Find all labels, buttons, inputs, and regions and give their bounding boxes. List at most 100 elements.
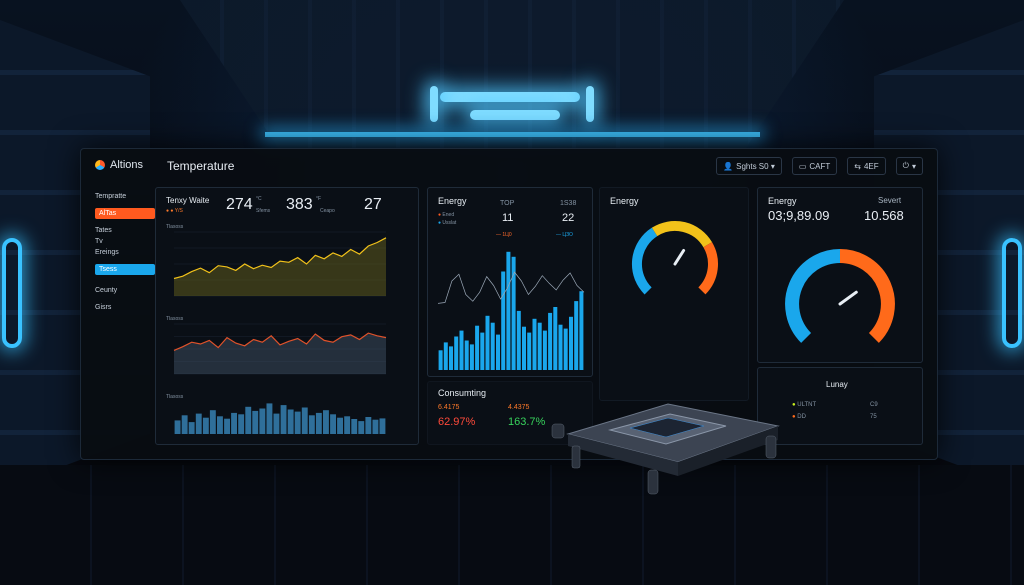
energy-legend-2: ● Usslat [438,220,457,226]
bar [480,332,485,370]
bar [308,415,315,434]
bar [209,410,216,434]
stat-383: 383 [286,196,313,213]
energy-bar-chart [437,251,585,370]
energy-col2-sub: — ЦЗО [556,232,573,238]
gauge2-value-2: 10.568 [864,208,904,223]
temp-card-title: Tenxy Waite [166,196,210,205]
bar [553,307,558,370]
bar [506,251,511,370]
bar [174,420,181,434]
series-area [174,333,386,374]
bar [181,415,188,434]
energy-gauge [631,221,718,295]
gauge-segment [698,242,718,295]
bar [245,406,252,434]
bar [252,410,259,434]
bar [469,344,474,370]
logo-text: Altions [110,159,144,171]
series-line [173,332,387,351]
bar [542,330,547,370]
bar [238,414,245,434]
floor [0,465,1024,585]
app-logo[interactable]: Altions [95,159,143,171]
user-icon: 👤 [723,161,734,171]
sidebar-item-tempratte[interactable]: Tempratte [95,193,127,200]
stat-27: 27 [364,196,382,213]
energy-gauge-2 [785,249,895,343]
bar [532,318,537,370]
energy-col2-value: 22 [562,212,575,224]
bar [287,409,294,434]
gauge-segment [839,249,895,343]
ceiling-light [586,86,594,122]
energy-card-title: Energy [438,196,467,206]
left-wall-light [2,238,22,348]
ceiling-light [440,92,580,102]
gauge1-title: Energy [610,196,639,206]
energy-legend-1: ● Ened [438,212,455,218]
gauge-needle [673,249,686,266]
bar [188,422,195,434]
energy-gauge-card: Energy [599,187,749,401]
share-button[interactable]: ⇆ 4EF [847,157,886,175]
legend-dot-orange: ● [792,414,798,420]
stat-274: 274 [226,196,253,213]
bar [501,271,506,370]
right-wall-light [1002,238,1022,348]
ceiling-structure [180,0,844,150]
bar [537,322,542,370]
legend-item-1: ● ULTNT [792,402,817,408]
bar [323,410,329,434]
bar [548,312,553,370]
gauge-segment [785,249,841,343]
sidebar-item-gisrs[interactable]: Gisrs [95,304,112,311]
ceiling-light-strip [265,132,760,137]
bar [273,413,280,434]
bar [224,418,230,434]
sidebar-item-altas[interactable]: AlTas [95,208,155,219]
camera-button[interactable]: ▭ CAFT [791,157,838,175]
bar [195,413,202,434]
chart2-label: Tlasoss [166,316,184,322]
bar [569,316,573,370]
sidebar-item-tates[interactable]: Tates [95,227,112,234]
temp-card-legend: ● ● Y/S [166,208,183,214]
legend-value-1: C9 [870,402,878,408]
sidebar-item-tsess[interactable]: Tsess [95,264,155,275]
bar [496,334,500,370]
bar [563,328,568,370]
ceiling-light [470,110,560,120]
energy-col1-value: 11 [502,212,514,224]
stat-383-sub: Ceapo [320,208,335,214]
legend-dot-blue: ● [438,220,443,226]
sidebar-item-ceunty[interactable]: Ceunty [95,287,118,294]
bar [294,411,301,434]
legend-title: Lunay [826,380,848,389]
temperature-card: Tenxy Waite ● ● Y/S 274 °C Sfems 383 °F … [155,187,419,445]
user-menu[interactable]: 👤 Sghts S0 ▾ [716,157,782,175]
bar [459,330,464,370]
temperature-area-chart-2 [173,323,387,375]
bar [337,417,343,434]
sidebar-item-tv[interactable]: Tv [95,238,103,245]
bar [490,322,495,370]
bar [485,315,490,370]
bar [202,417,209,434]
bar [358,421,365,434]
gauge2-chart [778,246,902,356]
logo-icon [95,160,105,170]
bar [454,336,459,370]
sidebar: Tempratte AlTas Tates Tv Ereings Tsess C… [95,191,155,319]
power-button[interactable]: ⏻ ▾ [895,157,923,175]
gauge-segment [631,227,658,295]
chart1-label: Tlasoss [166,224,184,230]
topbar: 👤 Sghts S0 ▾ ▭ CAFT ⇆ 4EF ⏻ ▾ [716,157,923,175]
sidebar-item-ereings[interactable]: Ereings [95,249,119,256]
bar [301,407,308,434]
dashboard-panel: Altions Temperature 👤 Sghts S0 ▾ ▭ CAFT ⇆ 4… [80,148,938,460]
stat-383-unit: °F [316,196,322,202]
series-line [173,237,387,280]
consuming-value-2: 163.7% [508,416,546,428]
bar [443,342,448,370]
